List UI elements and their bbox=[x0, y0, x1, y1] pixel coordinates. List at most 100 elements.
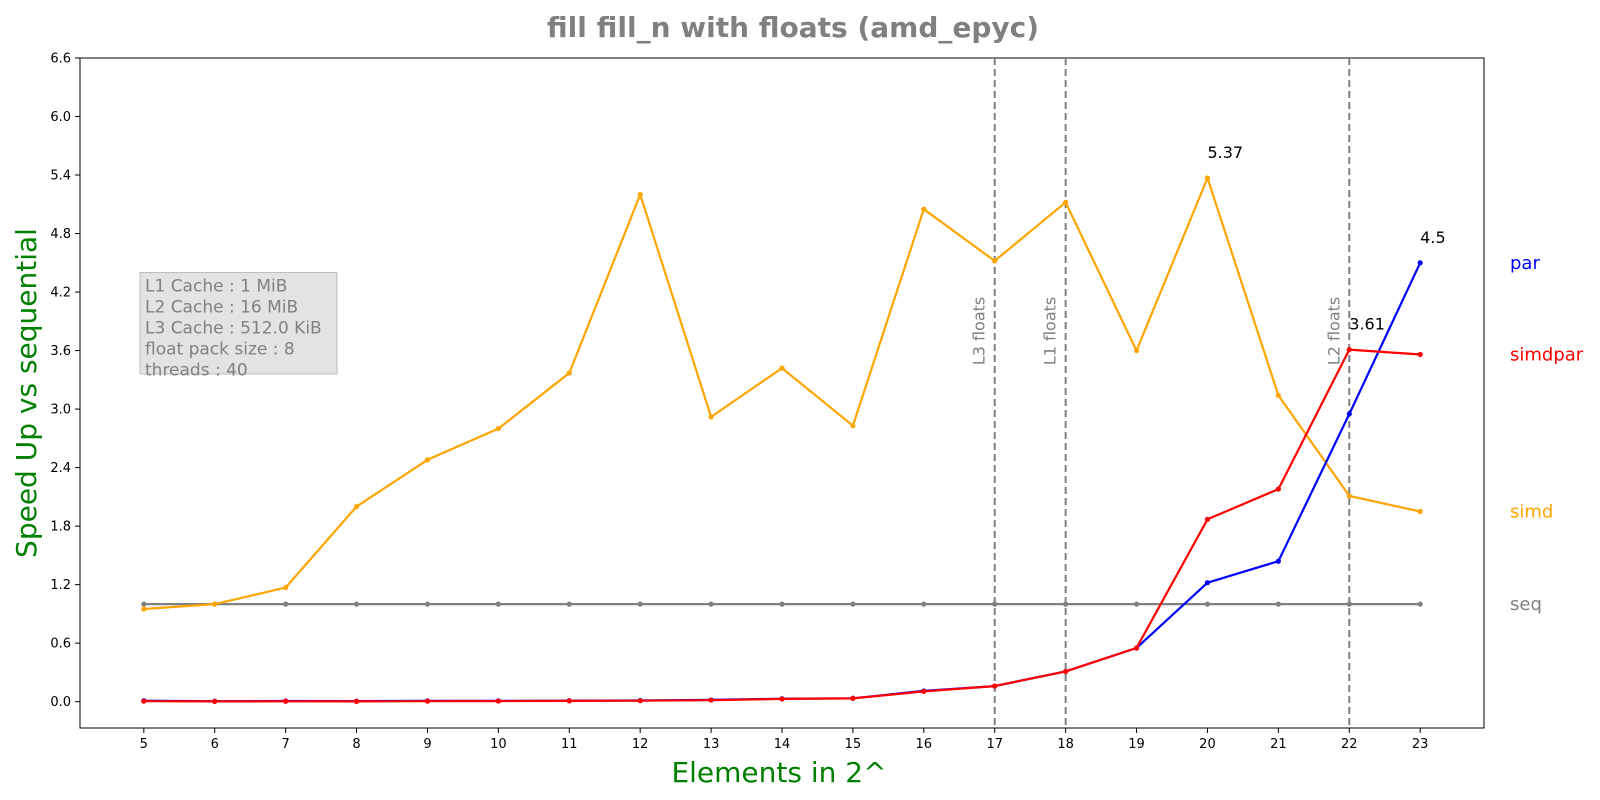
data-point-simdpar bbox=[921, 688, 927, 695]
series-line-simd bbox=[143, 176, 1421, 611]
x-tick-label: 8 bbox=[352, 737, 360, 752]
point-annotation: 4.5 bbox=[1420, 228, 1445, 247]
data-point-simdpar bbox=[708, 697, 714, 703]
cache-boundary-label: L2 floats bbox=[1324, 297, 1343, 365]
info-box bbox=[139, 272, 338, 375]
y-tick-label: 4.8 bbox=[50, 227, 71, 242]
y-tick-label: 2.4 bbox=[50, 461, 71, 476]
data-point-simdpar bbox=[850, 695, 856, 702]
data-point-par bbox=[1204, 580, 1211, 586]
data-point-simd bbox=[637, 191, 643, 198]
plot-frame bbox=[79, 57, 1485, 729]
data-point-seq bbox=[283, 601, 289, 607]
data-point-simd bbox=[212, 601, 218, 607]
x-tick-label: 6 bbox=[211, 737, 219, 752]
data-point-seq bbox=[637, 601, 643, 607]
x-tick-label: 13 bbox=[703, 737, 720, 752]
y-tick-label: 0.0 bbox=[50, 695, 71, 710]
y-tick-label: 1.8 bbox=[50, 520, 71, 535]
point-annotation: 5.37 bbox=[1207, 143, 1243, 162]
data-point-seq bbox=[1417, 601, 1423, 607]
data-point-simd bbox=[353, 504, 360, 510]
info-box-line: threads : 40 bbox=[145, 361, 248, 381]
data-point-simdpar bbox=[1204, 516, 1211, 522]
x-tick-label: 5 bbox=[140, 737, 148, 752]
y-tick-label: 4.2 bbox=[50, 286, 71, 301]
data-point-simd bbox=[779, 365, 785, 371]
data-point-par bbox=[1346, 411, 1352, 417]
series-label-simdpar: simdpar bbox=[1510, 344, 1584, 365]
data-point-seq bbox=[992, 601, 998, 607]
data-point-simdpar bbox=[283, 698, 289, 704]
data-point-seq bbox=[1204, 601, 1211, 607]
data-point-seq bbox=[921, 601, 927, 607]
x-tick-label: 16 bbox=[916, 737, 933, 752]
data-point-simd bbox=[1417, 508, 1423, 515]
x-tick-label: 22 bbox=[1341, 737, 1358, 752]
data-point-par bbox=[1275, 558, 1281, 564]
y-axis-label: Speed Up vs sequential bbox=[10, 228, 43, 558]
x-tick-label: 11 bbox=[561, 737, 578, 752]
data-point-simd bbox=[992, 258, 998, 264]
info-box-line: L3 Cache : 512.0 KiB bbox=[145, 319, 322, 339]
x-tick-label: 18 bbox=[1057, 737, 1074, 752]
data-point-seq bbox=[1275, 601, 1281, 607]
data-point-seq bbox=[1133, 601, 1140, 607]
data-point-simd bbox=[566, 370, 572, 376]
data-point-simd bbox=[1204, 175, 1211, 181]
data-point-simd bbox=[141, 606, 147, 612]
data-point-simdpar bbox=[495, 698, 501, 704]
data-point-simd bbox=[921, 206, 927, 212]
info-box-line: float pack size : 8 bbox=[145, 340, 295, 360]
y-tick-label: 5.4 bbox=[50, 169, 71, 184]
x-tick-label: 12 bbox=[632, 737, 649, 752]
data-point-seq bbox=[495, 601, 501, 607]
series-label-par: par bbox=[1510, 253, 1540, 274]
data-point-simd bbox=[708, 414, 714, 420]
data-point-seq bbox=[1063, 601, 1069, 607]
x-tick-label: 20 bbox=[1199, 737, 1216, 752]
data-point-simdpar bbox=[424, 698, 431, 704]
series-label-simd: simd bbox=[1510, 501, 1553, 522]
x-tick-label: 23 bbox=[1412, 737, 1429, 752]
data-point-simdpar bbox=[1417, 351, 1423, 358]
data-point-simdpar bbox=[353, 698, 360, 704]
y-tick-label: 3.0 bbox=[50, 403, 71, 418]
x-axis-label: Elements in 2^ bbox=[671, 756, 886, 789]
data-point-simdpar bbox=[1346, 347, 1352, 353]
point-annotation: 3.61 bbox=[1349, 315, 1385, 334]
data-point-simd bbox=[1346, 493, 1352, 499]
data-point-simd bbox=[283, 584, 289, 591]
data-point-seq bbox=[141, 601, 147, 607]
x-tick-label: 9 bbox=[423, 737, 431, 752]
data-point-simd bbox=[1275, 392, 1281, 399]
x-tick-label: 7 bbox=[281, 737, 289, 752]
y-tick-label: 1.2 bbox=[50, 578, 71, 593]
data-point-seq bbox=[1346, 601, 1352, 607]
data-point-seq bbox=[424, 601, 431, 607]
data-point-simd bbox=[1063, 199, 1069, 205]
data-point-simdpar bbox=[779, 696, 785, 702]
y-tick-label: 0.6 bbox=[50, 637, 71, 652]
data-point-seq bbox=[353, 601, 360, 607]
x-tick-label: 19 bbox=[1128, 737, 1145, 752]
data-point-simdpar bbox=[1275, 486, 1281, 492]
data-point-seq bbox=[850, 601, 856, 607]
data-point-seq bbox=[708, 601, 714, 607]
info-box-line: L1 Cache : 1 MiB bbox=[145, 277, 287, 297]
data-point-seq bbox=[779, 601, 785, 607]
series-label-seq: seq bbox=[1510, 594, 1542, 615]
data-point-simd bbox=[495, 425, 501, 432]
y-tick-label: 6.6 bbox=[50, 52, 71, 67]
data-point-simd bbox=[850, 423, 856, 429]
data-point-simdpar bbox=[141, 698, 147, 704]
data-point-simdpar bbox=[1133, 645, 1140, 651]
data-point-simdpar bbox=[1063, 668, 1069, 675]
data-point-simdpar bbox=[566, 698, 572, 704]
x-tick-label: 15 bbox=[845, 737, 862, 752]
cache-boundary-label: L1 floats bbox=[1041, 297, 1060, 365]
data-point-simdpar bbox=[637, 698, 643, 704]
y-tick-label: 6.0 bbox=[50, 110, 71, 125]
info-box-line: L2 Cache : 16 MiB bbox=[145, 298, 298, 318]
